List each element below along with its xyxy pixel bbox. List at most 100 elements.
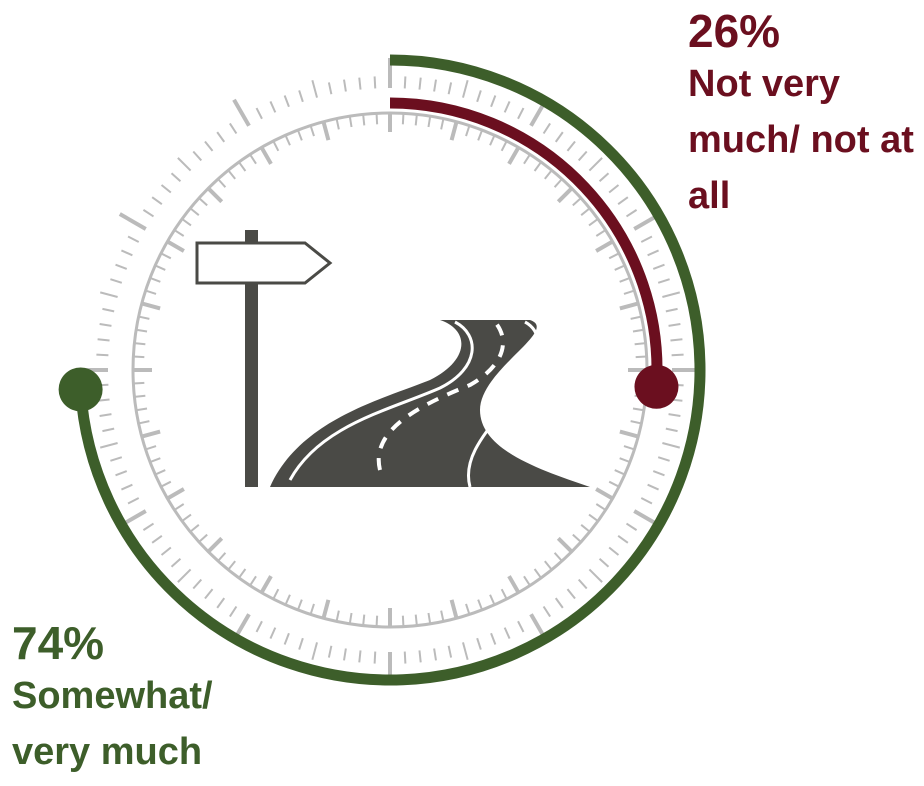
dial-tick: [100, 324, 112, 326]
dial-tick: [199, 198, 207, 205]
dial-tick: [257, 108, 262, 119]
sign-board: [197, 243, 330, 283]
dial-tick: [670, 339, 682, 340]
dial-tick: [636, 357, 647, 358]
dial-tick: [434, 80, 436, 92]
dial-tick: [631, 421, 642, 423]
dial-tick: [466, 604, 469, 614]
dial-tick: [100, 292, 117, 297]
dial-tick: [162, 547, 171, 555]
dial-tick: [405, 652, 406, 664]
dial-tick: [631, 317, 642, 319]
dial-tick: [434, 649, 436, 661]
dial-tick: [167, 242, 183, 252]
dial-tick: [641, 237, 652, 242]
dial-tick: [477, 90, 481, 101]
dial-tick: [579, 580, 587, 589]
dial-tick: [428, 116, 430, 127]
dial-tick: [620, 458, 630, 462]
chart: 26% Not very much/ not at all 74% Somewh…: [0, 0, 924, 786]
dial-tick: [600, 173, 609, 181]
dial-tick: [262, 147, 272, 163]
dial-tick: [146, 446, 156, 449]
dial-tick: [250, 576, 256, 585]
dial-tick: [239, 569, 245, 578]
dial-tick: [218, 179, 225, 187]
dial-tick: [463, 642, 468, 659]
dial-tick: [567, 142, 575, 151]
dial-tick: [178, 158, 191, 171]
dial-tick: [581, 525, 590, 532]
dial-tick: [337, 611, 339, 622]
road-icon: [197, 230, 590, 487]
dial-tick: [620, 303, 638, 308]
dial-tick: [627, 524, 637, 531]
dial-tick: [589, 158, 602, 171]
dial-tick: [312, 642, 317, 659]
dial-tick: [653, 265, 664, 269]
dial-tick: [666, 309, 678, 311]
dial-tick: [624, 446, 634, 449]
dial-tick: [136, 408, 147, 410]
dial-tick: [172, 173, 181, 181]
dial-tick: [662, 292, 679, 297]
category-label: Not very much/ not at all: [688, 56, 924, 224]
dial-tick: [666, 429, 678, 431]
dial-tick: [182, 515, 191, 521]
dial-tick: [524, 154, 530, 163]
dial-tick: [416, 114, 417, 125]
dial-tick: [596, 230, 605, 236]
dial-tick: [273, 141, 278, 151]
dial-tick: [199, 535, 207, 542]
dial-tick: [150, 458, 160, 462]
arc-end: [634, 365, 678, 409]
dial-tick: [596, 489, 612, 499]
dial-tick: [98, 339, 110, 340]
dial-tick: [228, 170, 235, 179]
dial-tick: [193, 580, 201, 589]
dial-tick: [323, 122, 328, 140]
dial-tick: [615, 265, 625, 269]
dial-tick: [609, 547, 618, 555]
dial-tick: [116, 265, 127, 269]
dial-tick: [573, 535, 581, 542]
dial-tick: [567, 589, 575, 598]
dial-tick: [116, 471, 127, 475]
dial-tick: [205, 589, 213, 598]
arc-end: [59, 367, 103, 411]
dial-tick: [152, 536, 162, 543]
dial-tick: [96, 355, 108, 356]
dial-tick: [524, 576, 530, 585]
dial-tick: [596, 242, 612, 252]
dial-tick: [477, 638, 481, 649]
dial-tick: [620, 432, 638, 437]
dial-tick: [134, 396, 145, 397]
dial-tick: [208, 188, 221, 201]
dial-tick: [344, 649, 346, 661]
dial-tick: [174, 504, 183, 510]
dial-tick: [161, 482, 171, 487]
dial-tick: [285, 135, 289, 145]
dial-tick: [174, 230, 183, 236]
dial-tick: [312, 80, 317, 97]
dial-tick: [377, 113, 378, 124]
dial-tick: [491, 96, 495, 107]
dial-tick: [375, 652, 376, 664]
dial-tick: [139, 317, 150, 319]
dial-tick: [190, 208, 199, 215]
dial-tick: [502, 589, 507, 599]
dial-tick: [441, 119, 443, 130]
dial-tick: [230, 607, 237, 617]
value-label: 26%: [688, 6, 924, 56]
dial-tick: [190, 525, 199, 532]
dial-tick: [128, 498, 139, 503]
dial-tick: [615, 470, 625, 474]
dial-tick: [490, 135, 494, 145]
dial-tick: [208, 538, 221, 551]
dial-tick: [298, 130, 302, 140]
dial-tick: [142, 303, 160, 308]
dial-tick: [128, 237, 139, 242]
dial-tick: [620, 278, 630, 282]
dial-tick: [416, 615, 417, 626]
dial-tick: [152, 197, 162, 204]
